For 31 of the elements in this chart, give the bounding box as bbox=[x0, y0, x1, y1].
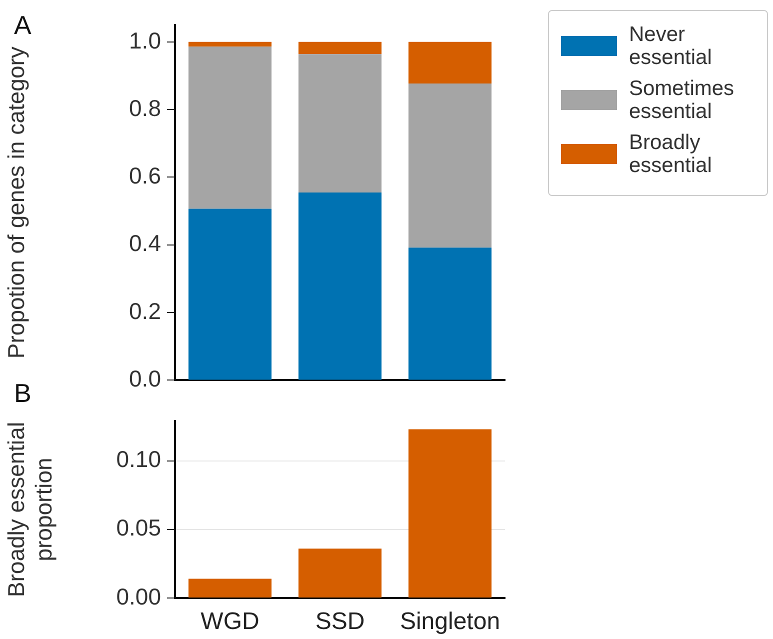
y-tick-label: 1.0 bbox=[129, 27, 161, 54]
y-tick-label: 0.00 bbox=[116, 583, 161, 610]
legend-label: Never essential bbox=[629, 23, 713, 69]
bar bbox=[188, 46, 272, 209]
bar bbox=[408, 429, 492, 598]
x-tick-label: SSD bbox=[315, 608, 365, 636]
bar bbox=[408, 248, 492, 380]
bar bbox=[298, 54, 382, 192]
bar bbox=[188, 42, 272, 47]
bar bbox=[298, 192, 382, 380]
bar bbox=[188, 578, 272, 598]
legend-label: Broadly essential bbox=[629, 131, 713, 177]
x-tick-label: Singleton bbox=[400, 608, 500, 636]
bar bbox=[408, 84, 492, 248]
bar bbox=[298, 42, 382, 54]
bar bbox=[408, 42, 492, 84]
y-tick-label: 0.10 bbox=[116, 446, 161, 472]
y-tick-label: 0.05 bbox=[116, 514, 161, 541]
y-tick-label: 0.2 bbox=[129, 298, 161, 324]
text: A bbox=[14, 10, 32, 41]
y-axis-title: Propotion of genes in category bbox=[3, 46, 30, 359]
legend-label: Sometimes essential bbox=[629, 77, 736, 123]
y-tick-label: 0.4 bbox=[129, 230, 162, 256]
text: B bbox=[14, 378, 32, 409]
y-tick-label: 0.0 bbox=[129, 366, 161, 392]
y-tick-label: 0.6 bbox=[129, 162, 161, 189]
bar bbox=[298, 548, 382, 598]
y-axis-title: Broadly essential proportion bbox=[3, 422, 57, 598]
bar bbox=[188, 208, 272, 380]
x-tick-label: WGD bbox=[200, 608, 260, 636]
y-tick-label: 0.8 bbox=[129, 94, 161, 121]
